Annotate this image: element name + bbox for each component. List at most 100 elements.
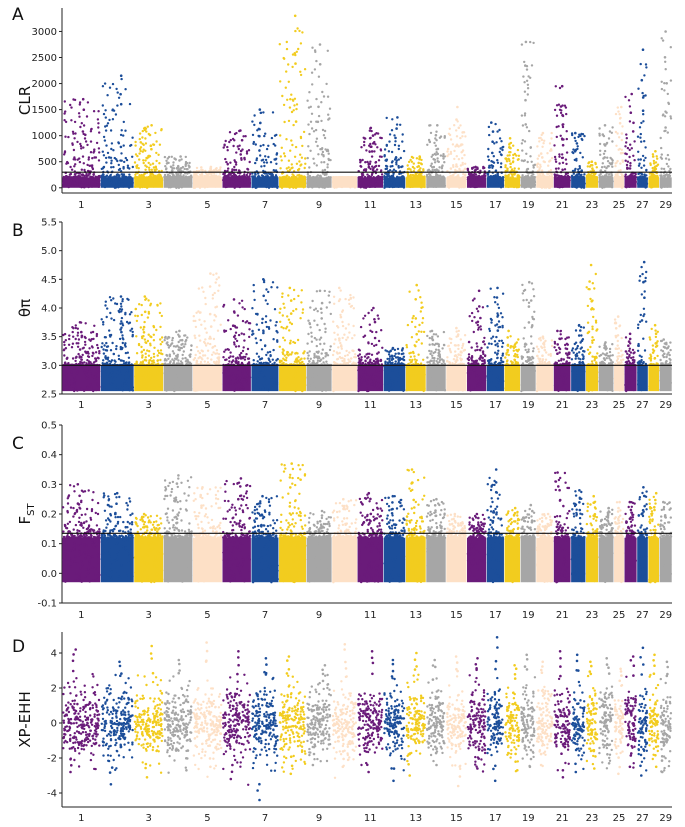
data-point: [140, 380, 143, 384]
data-point: [516, 148, 520, 152]
data-point: [598, 132, 601, 135]
y-tick-label: 500: [38, 157, 57, 168]
data-point: [137, 167, 140, 170]
peak-point: [119, 102, 123, 106]
data-point: [317, 114, 321, 118]
data-point: [154, 174, 157, 178]
data-point: [639, 62, 642, 66]
data-point: [278, 43, 281, 46]
data-point: [205, 179, 208, 183]
peak-point: [574, 131, 577, 135]
data-point: [62, 348, 66, 351]
data-point: [272, 169, 275, 172]
data-point: [255, 178, 258, 181]
data-point: [65, 175, 68, 179]
data-point: [522, 75, 525, 78]
data-point: [131, 330, 134, 334]
data-point: [92, 110, 96, 113]
data-point: [306, 185, 309, 188]
data-point: [149, 172, 152, 176]
data-point: [190, 387, 193, 390]
data-point: [334, 179, 337, 183]
data-point: [180, 388, 183, 392]
data-point: [291, 65, 294, 69]
data-point: [118, 369, 121, 372]
data-point: [325, 82, 328, 86]
data-point: [145, 297, 148, 300]
data-point: [178, 376, 182, 380]
data-point: [371, 165, 374, 168]
data-point: [323, 168, 327, 172]
data-point: [184, 343, 187, 346]
data-point: [461, 157, 464, 160]
y-axis-label: θπ: [16, 299, 34, 317]
data-point: [190, 176, 193, 179]
data-point: [532, 177, 535, 181]
data-point: [134, 173, 137, 176]
data-point: [82, 182, 85, 186]
data-point: [181, 357, 184, 360]
data-point: [292, 109, 295, 112]
data-point: [211, 178, 214, 181]
data-point: [96, 183, 99, 186]
data-point: [295, 50, 298, 53]
peak-point: [239, 129, 242, 132]
data-point: [262, 161, 266, 164]
data-point: [398, 172, 401, 176]
data-point: [573, 136, 576, 140]
data-point: [415, 157, 419, 160]
data-point: [247, 184, 250, 187]
data-point: [513, 182, 516, 185]
data-point: [401, 140, 404, 143]
data-point: [219, 179, 223, 182]
data-point: [452, 173, 455, 177]
data-point: [76, 331, 80, 334]
peak-point: [434, 133, 438, 137]
data-point: [333, 176, 336, 179]
data-point: [280, 146, 283, 149]
data-point: [297, 47, 300, 51]
data-point: [594, 162, 597, 166]
data-point: [663, 82, 666, 85]
data-point: [96, 343, 99, 347]
data-point: [244, 135, 247, 138]
data-point: [91, 354, 94, 358]
data-point: [636, 182, 640, 185]
data-point: [602, 152, 606, 155]
data-point: [407, 160, 411, 164]
data-point: [443, 155, 446, 158]
x-tick-label: 29: [659, 200, 672, 211]
data-point: [75, 356, 78, 359]
data-point: [97, 122, 100, 125]
data-point: [146, 180, 149, 183]
data-point: [509, 176, 512, 179]
data-point: [532, 41, 535, 45]
data-point: [71, 326, 74, 329]
data-point: [443, 136, 446, 139]
data-point: [116, 159, 119, 163]
data-point: [512, 153, 515, 157]
data-point: [464, 180, 467, 183]
data-point: [253, 114, 256, 117]
data-point: [83, 180, 86, 184]
data-point: [616, 106, 619, 109]
data-point: [88, 164, 91, 167]
data-point: [281, 94, 284, 98]
data-point: [260, 183, 263, 186]
data-point: [69, 103, 72, 107]
data-point: [112, 149, 115, 152]
data-point: [385, 181, 389, 184]
data-point: [558, 181, 561, 184]
data-point: [589, 174, 593, 177]
data-point: [659, 185, 663, 189]
data-point: [301, 183, 305, 187]
data-point: [118, 176, 121, 179]
data-point: [131, 136, 134, 139]
data-point: [653, 176, 657, 179]
data-point: [136, 181, 139, 184]
data-point: [626, 160, 630, 163]
data-point: [367, 183, 371, 186]
data-point: [227, 167, 230, 170]
data-point: [215, 167, 218, 170]
x-tick-label: 23: [586, 200, 599, 211]
